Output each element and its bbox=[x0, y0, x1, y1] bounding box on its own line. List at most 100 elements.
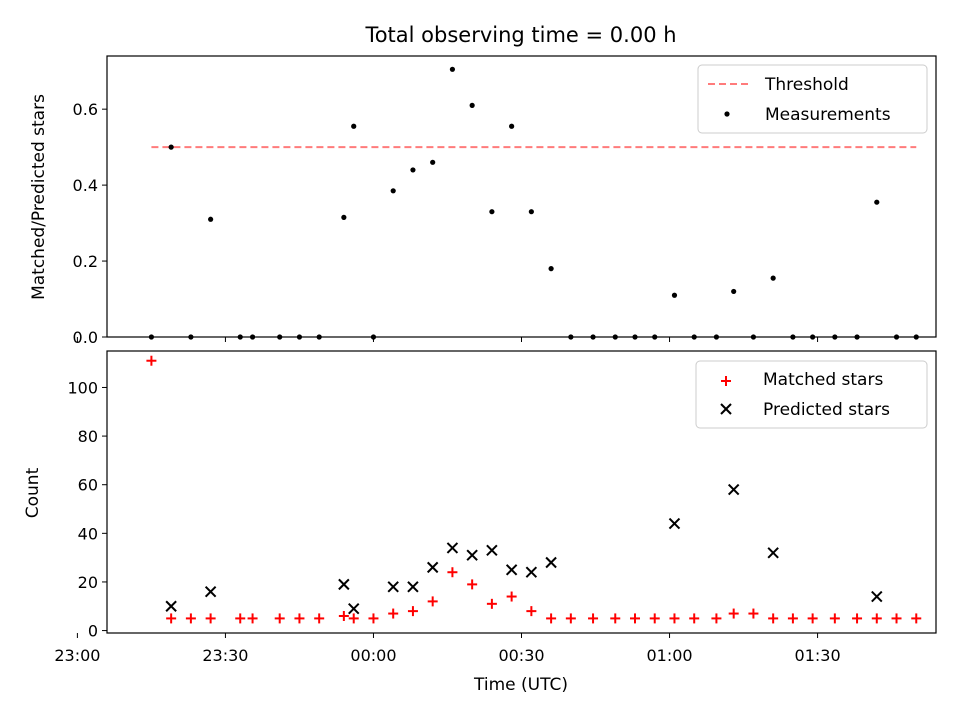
x-tick-label: 01:30 bbox=[795, 646, 841, 665]
matched-stars-point bbox=[247, 613, 258, 624]
top-legend-box bbox=[697, 64, 928, 134]
measurement-point bbox=[208, 216, 214, 222]
matched-stars-point bbox=[748, 608, 759, 619]
predicted-stars-point bbox=[525, 566, 538, 578]
measurement-point bbox=[528, 209, 534, 215]
matched-stars-point bbox=[235, 613, 246, 624]
predicted-stars-point bbox=[466, 549, 478, 561]
top-legend: Threshold Measurements bbox=[697, 64, 928, 134]
measurement-point bbox=[277, 334, 283, 340]
legend-measurements-swatch bbox=[724, 111, 730, 117]
measurement-point bbox=[874, 199, 880, 205]
measurement-point bbox=[430, 159, 436, 165]
measurement-point bbox=[832, 334, 838, 340]
measurement-point bbox=[469, 102, 475, 108]
matched-stars-point bbox=[728, 608, 739, 619]
measurement-point bbox=[489, 209, 495, 215]
measurement-point bbox=[671, 292, 678, 298]
matched-stars-point bbox=[506, 591, 517, 602]
measurement-point bbox=[449, 66, 456, 72]
bottom-legend: Matched stars Predicted stars bbox=[695, 360, 928, 429]
matched-stars-point bbox=[546, 613, 557, 624]
measurement-point bbox=[652, 334, 658, 340]
matched-stars-point bbox=[205, 613, 216, 624]
matched-stars-point bbox=[565, 613, 576, 624]
bottom-y-tick-label: 60 bbox=[78, 476, 98, 495]
measurement-point bbox=[568, 334, 574, 340]
matched-stars-point bbox=[649, 613, 660, 624]
matched-stars-point bbox=[407, 606, 418, 617]
predicted-stars-point bbox=[767, 547, 779, 559]
matched-stars-point bbox=[348, 613, 359, 624]
matched-stars-point bbox=[911, 613, 922, 624]
predicted-stars-point bbox=[505, 564, 518, 576]
matched-stars-point bbox=[689, 613, 700, 624]
measurement-point bbox=[750, 334, 757, 340]
predicted-stars-point bbox=[348, 602, 360, 615]
matched-stars-point bbox=[486, 598, 497, 609]
matched-stars-point bbox=[447, 567, 458, 578]
top-y-axis-label: Matched/Predicted stars bbox=[29, 94, 49, 300]
top-y-tick-label: 0.0 bbox=[73, 328, 98, 347]
measurement-point bbox=[590, 334, 596, 340]
matched-stars-point bbox=[166, 613, 177, 624]
matched-stars-point bbox=[526, 606, 537, 617]
matched-stars-point bbox=[388, 608, 399, 619]
measurement-point bbox=[731, 288, 737, 295]
x-tick-label: 01:00 bbox=[646, 646, 692, 665]
measurement-point bbox=[770, 275, 776, 281]
measurement-point bbox=[390, 188, 396, 194]
measurement-point bbox=[893, 334, 900, 340]
axes-ticks: 0.0 0.2 0.4 0.6 0 20 40 60 80 100 23:00 23:30 00:00 0… bbox=[54, 100, 840, 665]
measurement-point bbox=[168, 144, 174, 150]
predicted-stars-point bbox=[426, 561, 439, 574]
legend-matched-label: Matched stars bbox=[763, 370, 883, 390]
matched-stars-point bbox=[338, 610, 349, 621]
x-axis-label: Time (UTC) bbox=[473, 675, 568, 695]
matched-stars-point bbox=[368, 613, 379, 624]
bottom-marks bbox=[146, 355, 922, 624]
measurement-point bbox=[410, 167, 416, 173]
measurement-point bbox=[316, 334, 322, 340]
measurement-point bbox=[691, 334, 697, 340]
matched-stars-point bbox=[610, 613, 621, 624]
x-tick-label: 00:30 bbox=[498, 646, 544, 665]
matched-stars-point bbox=[807, 613, 818, 624]
matched-stars-point bbox=[427, 596, 438, 607]
top-marks bbox=[148, 66, 919, 340]
measurement-point bbox=[713, 334, 720, 340]
predicted-stars-point bbox=[871, 590, 883, 603]
bottom-y-tick-label: 100 bbox=[67, 378, 98, 397]
matched-stars-point bbox=[146, 355, 157, 366]
legend-measurements-label: Measurements bbox=[765, 105, 891, 125]
top-y-tick-label: 0.6 bbox=[73, 100, 98, 119]
matched-stars-point bbox=[467, 579, 478, 590]
bottom-y-axis-label: Count bbox=[23, 467, 43, 518]
predicted-stars-point bbox=[486, 544, 498, 557]
legend-threshold-label: Threshold bbox=[764, 75, 849, 95]
measurement-point bbox=[296, 334, 303, 340]
bottom-y-tick-label: 40 bbox=[78, 524, 98, 543]
predicted-stars-point bbox=[545, 556, 557, 569]
predicted-stars-point bbox=[727, 483, 740, 496]
matched-stars-point bbox=[294, 613, 305, 624]
measurement-point bbox=[632, 334, 638, 340]
measurement-point bbox=[249, 334, 256, 340]
top-chart-title: Total observing time = 0.00 h bbox=[364, 23, 676, 47]
measurement-point bbox=[854, 334, 860, 340]
measurement-point bbox=[810, 334, 816, 340]
measurement-point bbox=[188, 334, 194, 340]
x-tick-label: 23:00 bbox=[54, 646, 100, 665]
x-tick-label: 00:00 bbox=[350, 646, 396, 665]
predicted-stars-point bbox=[668, 517, 681, 530]
bottom-y-tick-label: 20 bbox=[78, 573, 98, 592]
measurement-point bbox=[341, 214, 347, 220]
measurement-point bbox=[612, 334, 618, 340]
matched-stars-point bbox=[871, 613, 882, 624]
matched-stars-point bbox=[829, 613, 840, 624]
predicted-stars-point bbox=[446, 542, 459, 554]
matched-stars-point bbox=[669, 613, 680, 624]
top-y-tick-label: 0.4 bbox=[73, 176, 98, 195]
matched-stars-point bbox=[185, 613, 196, 624]
